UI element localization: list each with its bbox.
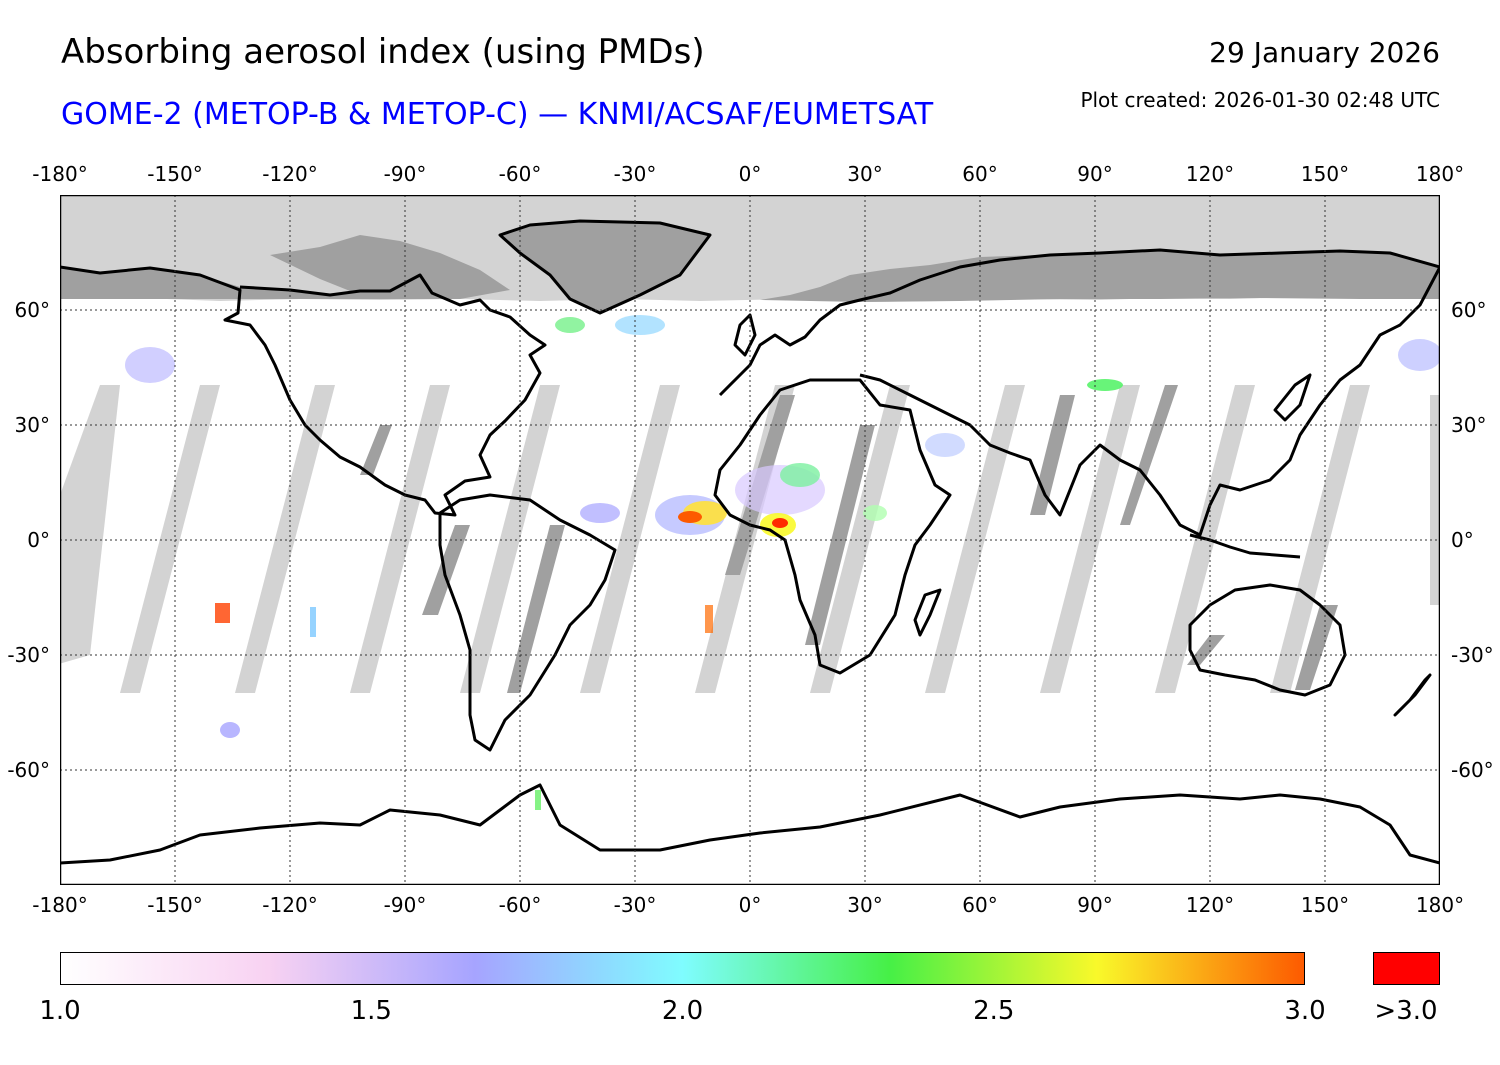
longitude-tick-label: -120° bbox=[262, 893, 318, 917]
longitude-tick-label: -90° bbox=[383, 162, 427, 186]
colorbar-over-range-box bbox=[1373, 952, 1440, 985]
longitude-tick-label: 150° bbox=[1300, 162, 1350, 186]
longitude-tick-label: 90° bbox=[1077, 162, 1113, 186]
longitude-tick-label: 30° bbox=[847, 893, 883, 917]
colorbar-tick-label: 1.5 bbox=[350, 996, 392, 1026]
longitude-tick-label: -180° bbox=[32, 162, 88, 186]
latitude-tick-label: -60° bbox=[1451, 758, 1494, 782]
longitude-tick-label: 150° bbox=[1300, 893, 1350, 917]
colorbar-tick-label: 1.0 bbox=[39, 996, 81, 1026]
longitude-tick-label: -150° bbox=[147, 162, 203, 186]
plot-created-timestamp: Plot created: 2026-01-30 02:48 UTC bbox=[1080, 88, 1440, 112]
longitude-tick-label: 120° bbox=[1185, 893, 1235, 917]
latitude-tick-label: 30° bbox=[1451, 413, 1487, 437]
madagascar-coast bbox=[913, 588, 942, 637]
greenland-coast bbox=[498, 219, 712, 315]
longitude-tick-label: 0° bbox=[738, 162, 762, 186]
africa-eurasia-coast bbox=[713, 378, 952, 675]
latitude-tick-label: -30° bbox=[1451, 643, 1494, 667]
latitude-tick-label: 60° bbox=[14, 298, 50, 322]
indonesia-coast bbox=[1189, 533, 1301, 559]
colorbar bbox=[60, 952, 1305, 985]
longitude-tick-label: -60° bbox=[498, 893, 542, 917]
colorbar-tick-label: 2.5 bbox=[973, 996, 1015, 1026]
longitude-tick-label: -60° bbox=[498, 162, 542, 186]
latitude-tick-label: -60° bbox=[7, 758, 50, 782]
aerosol-hotspots bbox=[125, 315, 1440, 810]
latitude-tick-label: 30° bbox=[14, 413, 50, 437]
longitude-tick-label: -30° bbox=[613, 893, 657, 917]
longitude-tick-label: 180° bbox=[1415, 162, 1465, 186]
japan-coast bbox=[1273, 373, 1312, 422]
chart-title: Absorbing aerosol index (using PMDs) bbox=[61, 32, 705, 72]
colorbar-tick-label: 2.0 bbox=[661, 996, 704, 1026]
longitude-tick-label: -90° bbox=[383, 893, 427, 917]
north-america-coast bbox=[60, 265, 547, 517]
longitude-tick-label: 120° bbox=[1185, 162, 1235, 186]
longitude-tick-label: 0° bbox=[738, 893, 762, 917]
map-frame bbox=[60, 195, 1440, 885]
longitude-tick-label: 180° bbox=[1415, 893, 1465, 917]
chart-subtitle: GOME-2 (METOP-B & METOP-C) — KNMI/ACSAF/… bbox=[61, 97, 934, 132]
longitude-tick-label: 30° bbox=[847, 162, 883, 186]
new-zealand-coast bbox=[1393, 673, 1432, 717]
colorbar-over-label: >3.0 bbox=[1374, 996, 1438, 1026]
observation-date: 29 January 2026 bbox=[1209, 36, 1440, 69]
longitude-tick-label: -180° bbox=[32, 893, 88, 917]
south-america-coast bbox=[438, 493, 617, 752]
colorbar-tick-label: 3.0 bbox=[1284, 996, 1326, 1026]
latitude-tick-label: 60° bbox=[1451, 298, 1487, 322]
graticule bbox=[60, 195, 1440, 885]
longitude-tick-label: 90° bbox=[1077, 893, 1113, 917]
longitude-tick-label: -150° bbox=[147, 893, 203, 917]
latitude-tick-label: 0° bbox=[27, 528, 50, 552]
longitude-tick-label: -120° bbox=[262, 162, 318, 186]
world-map bbox=[60, 195, 1440, 885]
longitude-tick-label: 60° bbox=[962, 162, 998, 186]
latitude-tick-label: 0° bbox=[1451, 528, 1474, 552]
antarctica-coast bbox=[60, 783, 1440, 865]
longitude-tick-label: -30° bbox=[613, 162, 657, 186]
australia-coast bbox=[1188, 583, 1347, 697]
latitude-tick-label: -30° bbox=[7, 643, 50, 667]
longitude-tick-label: 60° bbox=[962, 893, 998, 917]
